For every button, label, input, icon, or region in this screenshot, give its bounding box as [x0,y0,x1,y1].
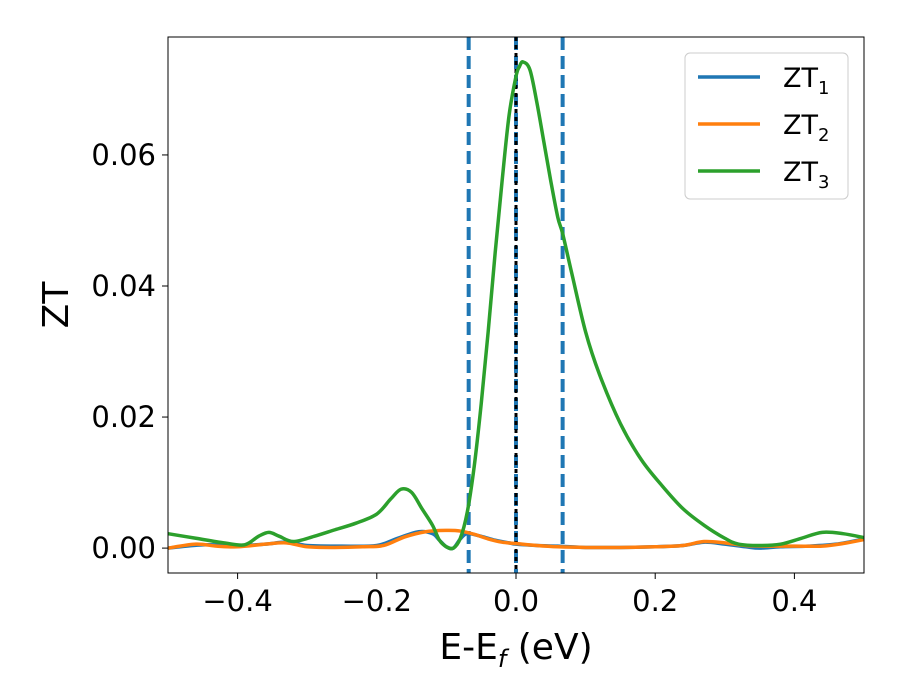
x-axis-title-unit: (eV) [506,627,592,668]
series-group [167,60,865,551]
y-axis-ticks: 0.00 0.02 0.04 0.06 [91,138,168,565]
y-tick-label: 0.06 [91,138,156,172]
x-tick-label: 0.0 [493,584,539,618]
x-axis-title-main: E-E [439,627,497,668]
legend-label-zt1: ZT1 [783,63,829,99]
y-tick-label: 0.02 [91,400,156,434]
series-line-zt3 [167,60,865,551]
x-tick-label: 0.2 [632,584,678,618]
y-tick-label: 0.04 [91,269,156,303]
y-tick-label: 0.00 [91,531,156,565]
legend-label-zt3: ZT3 [783,157,829,193]
x-tick-label: 0.4 [771,584,817,618]
y-axis-title: ZT [36,281,77,329]
legend-box [684,52,849,200]
x-tick-label: −0.2 [342,584,412,618]
x-tick-label: −0.4 [202,584,272,618]
legend-items: ZT1 ZT2 ZT3 [698,63,829,193]
x-axis-title: E-Ef (eV) [439,627,592,673]
reference-lines [466,37,565,573]
legend-label-zt2: ZT2 [783,110,829,146]
legend: ZT1 ZT2 ZT3 [684,52,849,200]
x-axis-ticks: −0.4 −0.2 0.0 0.2 0.4 [202,573,817,618]
